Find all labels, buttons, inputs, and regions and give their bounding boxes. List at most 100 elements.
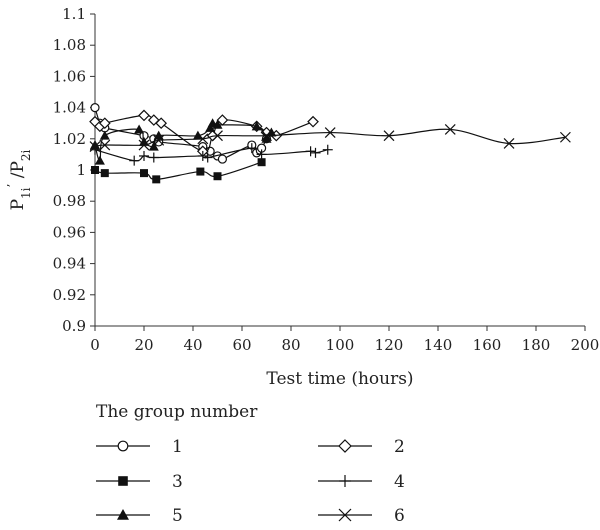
series-5-line: [94, 122, 272, 162]
series-2-point: [98, 117, 111, 130]
x-tick-label: 60: [232, 336, 251, 354]
series-6-point: [89, 141, 101, 153]
series-3: [91, 158, 266, 184]
x-tick-label: 80: [281, 336, 300, 354]
series-5: [90, 118, 277, 165]
y-tick-label: 0.96: [53, 223, 86, 241]
series-3-line: [94, 161, 262, 180]
legend-label: 3: [172, 472, 183, 492]
x-tick-labels: 0 20 40 60 80 100 120 140 160 180 200: [90, 326, 599, 354]
series-6-point: [324, 127, 336, 138]
series-6-line: [94, 128, 566, 148]
series-4-point: [148, 152, 159, 163]
legend-marker: [338, 508, 352, 522]
series-6-point: [444, 124, 456, 135]
legend: 1 2 3 4 5 6: [96, 437, 405, 526]
legend-item-1: 1: [96, 437, 183, 457]
x-tick-label: 100: [326, 336, 355, 354]
series-5-point: [99, 130, 110, 140]
x-axis-title: Test time (hours): [266, 369, 413, 389]
legend-label: 5: [172, 506, 183, 526]
series-2-point: [155, 117, 167, 130]
series-3-point: [257, 158, 266, 167]
series-1-point: [90, 102, 100, 113]
x-tick-label: 180: [522, 336, 551, 354]
x-tick-label: 0: [90, 336, 100, 354]
y-tick-labels: 0.9 0.92 0.94 0.96 0.98 1 1.02 1.04 1.06 1.08 1.1: [53, 5, 95, 335]
series-6-point: [212, 130, 223, 142]
legend-label: 6: [394, 506, 405, 526]
series-4-point: [202, 152, 213, 163]
series-2-point: [138, 109, 150, 122]
series-6-point: [138, 139, 150, 151]
series-6-point: [197, 133, 209, 145]
series-4-point: [246, 143, 257, 154]
series-3-point: [140, 169, 148, 178]
series-5-point: [205, 122, 216, 132]
series-1-point: [217, 154, 227, 164]
series-6-point: [261, 130, 272, 142]
series-4-point: [322, 144, 333, 155]
series-4-point: [197, 150, 208, 161]
series-4-point: [310, 147, 321, 158]
series-5-point: [266, 127, 277, 137]
series-6-point: [153, 134, 165, 146]
legend-label: 4: [394, 472, 405, 492]
x-tick-label: 20: [134, 336, 153, 354]
y-axis-title-prime: ’: [5, 184, 19, 188]
y-tick-label: 1.1: [62, 5, 86, 23]
legend-marker: [117, 440, 129, 452]
x-tick-label: 140: [424, 336, 453, 354]
y-axis-title: P1i’ /P2i: [5, 149, 33, 210]
series-5-point: [90, 140, 100, 150]
series-3-point: [152, 175, 161, 184]
series-4-point: [305, 146, 316, 157]
legend-label: 2: [394, 437, 405, 457]
legend-item-2: 2: [318, 437, 405, 457]
chart-axes: [94, 14, 585, 327]
series-3-point: [91, 166, 99, 174]
y-axis-title-sub2: 2i: [19, 149, 33, 161]
series-4: [90, 143, 333, 166]
x-tick-label: 200: [571, 336, 600, 354]
series-6-point: [503, 138, 515, 149]
legend-item-5: 5: [96, 506, 183, 526]
series-5-point: [148, 141, 159, 151]
y-tick-label: 0.9: [62, 317, 86, 335]
legend-item-6: 6: [318, 506, 405, 526]
series-2-point: [307, 115, 319, 128]
series-5-point: [134, 124, 145, 134]
legend-title: The group number: [96, 402, 258, 422]
series-3-point: [100, 169, 109, 178]
legend-label: 1: [172, 437, 183, 457]
series-6: [89, 124, 571, 153]
series-4-point: [129, 155, 140, 166]
y-tick-label: 1.06: [53, 67, 86, 85]
y-tick-label: 1: [76, 161, 86, 179]
series-4-point: [256, 149, 267, 160]
series-5-point: [94, 155, 105, 165]
series-1-line: [94, 107, 268, 161]
series-5-point: [212, 119, 223, 129]
x-tick-label: 160: [473, 336, 502, 354]
series-3-point: [213, 172, 222, 181]
x-tick-label: 40: [183, 336, 202, 354]
y-axis-title-slash: /P: [8, 161, 28, 184]
series-5-point: [139, 136, 149, 146]
series-6-point: [559, 131, 571, 143]
y-axis-title-main: P: [8, 199, 28, 210]
legend-marker: [339, 475, 351, 487]
series-5-point: [261, 133, 272, 143]
x-tick-label: 120: [375, 336, 404, 354]
y-tick-label: 1.02: [53, 130, 86, 148]
series-5-point: [251, 121, 262, 131]
legend-marker: [118, 476, 128, 486]
series-6-point: [383, 130, 395, 142]
y-tick-label: 1.08: [53, 36, 86, 54]
y-tick-label: 1.04: [53, 99, 86, 117]
y-tick-label: 0.92: [53, 286, 86, 304]
legend-marker: [338, 439, 352, 453]
series-6-point: [99, 139, 111, 151]
y-tick-label: 0.98: [53, 192, 86, 210]
